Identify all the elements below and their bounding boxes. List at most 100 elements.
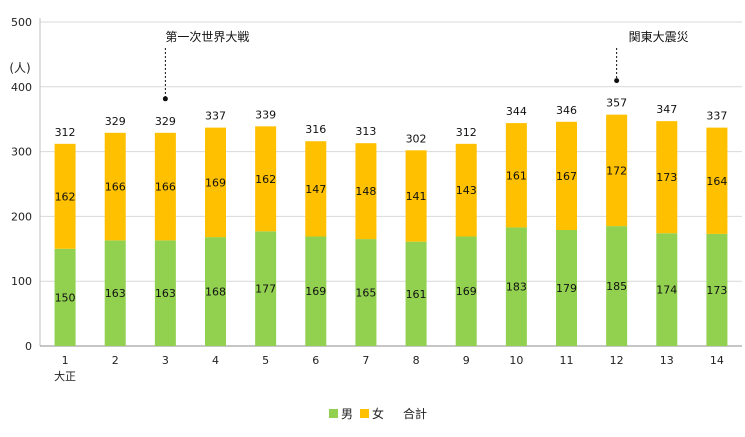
data-label-male: 169 — [456, 285, 477, 298]
data-label-male: 165 — [355, 287, 376, 300]
data-label-male: 169 — [305, 285, 326, 298]
data-label-total: 329 — [155, 115, 176, 128]
x-tick-label: 6 — [312, 354, 319, 367]
x-tick-label: 3 — [162, 354, 169, 367]
data-label-male: 163 — [105, 287, 126, 300]
data-label-female: 162 — [255, 173, 276, 186]
y-tick-label: 0 — [25, 340, 32, 353]
bar-female — [455, 143, 477, 237]
data-label-male: 150 — [55, 291, 76, 304]
data-label-female: 166 — [105, 181, 126, 194]
bar-male — [355, 239, 377, 346]
bar-male — [154, 240, 176, 346]
data-label-female: 162 — [55, 190, 76, 203]
bar-female — [405, 150, 427, 242]
bar-female — [54, 143, 76, 249]
data-label-male: 174 — [656, 284, 677, 297]
data-label-total: 346 — [556, 104, 577, 117]
y-axis-unit: (人) — [9, 61, 30, 75]
data-label-total: 312 — [456, 126, 477, 139]
x-tick-label: 7 — [362, 354, 369, 367]
data-label-male: 183 — [506, 281, 527, 294]
data-label-male: 163 — [155, 287, 176, 300]
bar-female — [305, 141, 327, 237]
x-tick-label: 11 — [560, 354, 574, 367]
bar-male — [54, 248, 76, 346]
x-tick-label: 14 — [710, 354, 724, 367]
bar-female — [656, 121, 678, 234]
data-label-total: 337 — [205, 110, 226, 123]
bar-female — [154, 132, 176, 241]
data-label-female: 169 — [205, 176, 226, 189]
bar-female — [104, 132, 126, 241]
bar-male — [455, 236, 477, 346]
data-label-total: 302 — [406, 132, 427, 145]
data-label-male: 161 — [406, 288, 427, 301]
data-label-female: 143 — [456, 184, 477, 197]
bar-female — [355, 143, 377, 240]
data-label-female: 141 — [406, 190, 427, 203]
bar-male — [305, 236, 327, 346]
y-tick-label: 300 — [11, 146, 32, 159]
bar-male — [656, 233, 678, 346]
data-label-total: 339 — [255, 108, 276, 121]
y-tick-label: 100 — [11, 275, 32, 288]
bar-male — [606, 226, 628, 346]
x-tick-label: 12 — [610, 354, 624, 367]
y-tick-label: 200 — [11, 210, 32, 223]
x-era-label: 大正 — [54, 369, 76, 383]
data-label-female: 166 — [155, 181, 176, 194]
data-label-total: 347 — [656, 103, 677, 116]
annotation-marker — [162, 96, 168, 102]
data-label-female: 172 — [606, 164, 627, 177]
data-label-total: 329 — [105, 115, 126, 128]
legend-label-total: 合計 — [403, 406, 427, 421]
bar-female — [255, 126, 277, 232]
bar-male — [405, 241, 427, 346]
data-label-female: 148 — [355, 185, 376, 198]
data-label-total: 344 — [506, 105, 527, 118]
data-label-female: 164 — [706, 175, 727, 188]
annotation-marker — [614, 78, 620, 84]
x-tick-label: 5 — [262, 354, 269, 367]
data-label-female: 167 — [556, 170, 577, 183]
x-tick-label: 8 — [413, 354, 420, 367]
bar-female — [505, 123, 527, 228]
annotation-label: 関東大震災 — [629, 30, 689, 44]
bar-male — [505, 227, 527, 346]
data-label-female: 161 — [506, 169, 527, 182]
data-label-total: 312 — [55, 126, 76, 139]
legend-label-male: 男 — [341, 407, 353, 421]
data-label-male: 185 — [606, 280, 627, 293]
data-label-total: 337 — [706, 110, 727, 123]
legend-swatch-male — [329, 409, 338, 418]
bar-male — [556, 230, 577, 346]
bar-male — [706, 233, 728, 346]
x-tick-label: 10 — [509, 354, 523, 367]
bar-female — [706, 127, 728, 234]
data-label-male: 173 — [706, 284, 727, 297]
x-tick-label: 4 — [212, 354, 219, 367]
data-label-male: 179 — [556, 282, 577, 295]
bar-female — [556, 121, 577, 231]
legend-swatch-female — [360, 409, 369, 418]
x-tick-label: 9 — [463, 354, 470, 367]
data-label-female: 173 — [656, 171, 677, 184]
data-label-total: 357 — [606, 97, 627, 110]
bar-female — [205, 127, 226, 238]
annotation-label: 第一次世界大戦 — [165, 30, 249, 44]
data-label-male: 177 — [255, 283, 276, 296]
data-label-total: 313 — [355, 125, 376, 138]
bar-female — [606, 114, 628, 227]
x-tick-label: 2 — [112, 354, 119, 367]
data-label-total: 316 — [305, 123, 326, 136]
y-tick-label: 500 — [11, 16, 32, 29]
x-tick-label: 13 — [660, 354, 674, 367]
bar-male — [205, 237, 226, 346]
x-tick-label: 1 — [62, 354, 69, 367]
bar-male — [104, 240, 126, 346]
data-label-male: 168 — [205, 286, 226, 299]
legend-label-female: 女 — [372, 406, 384, 421]
